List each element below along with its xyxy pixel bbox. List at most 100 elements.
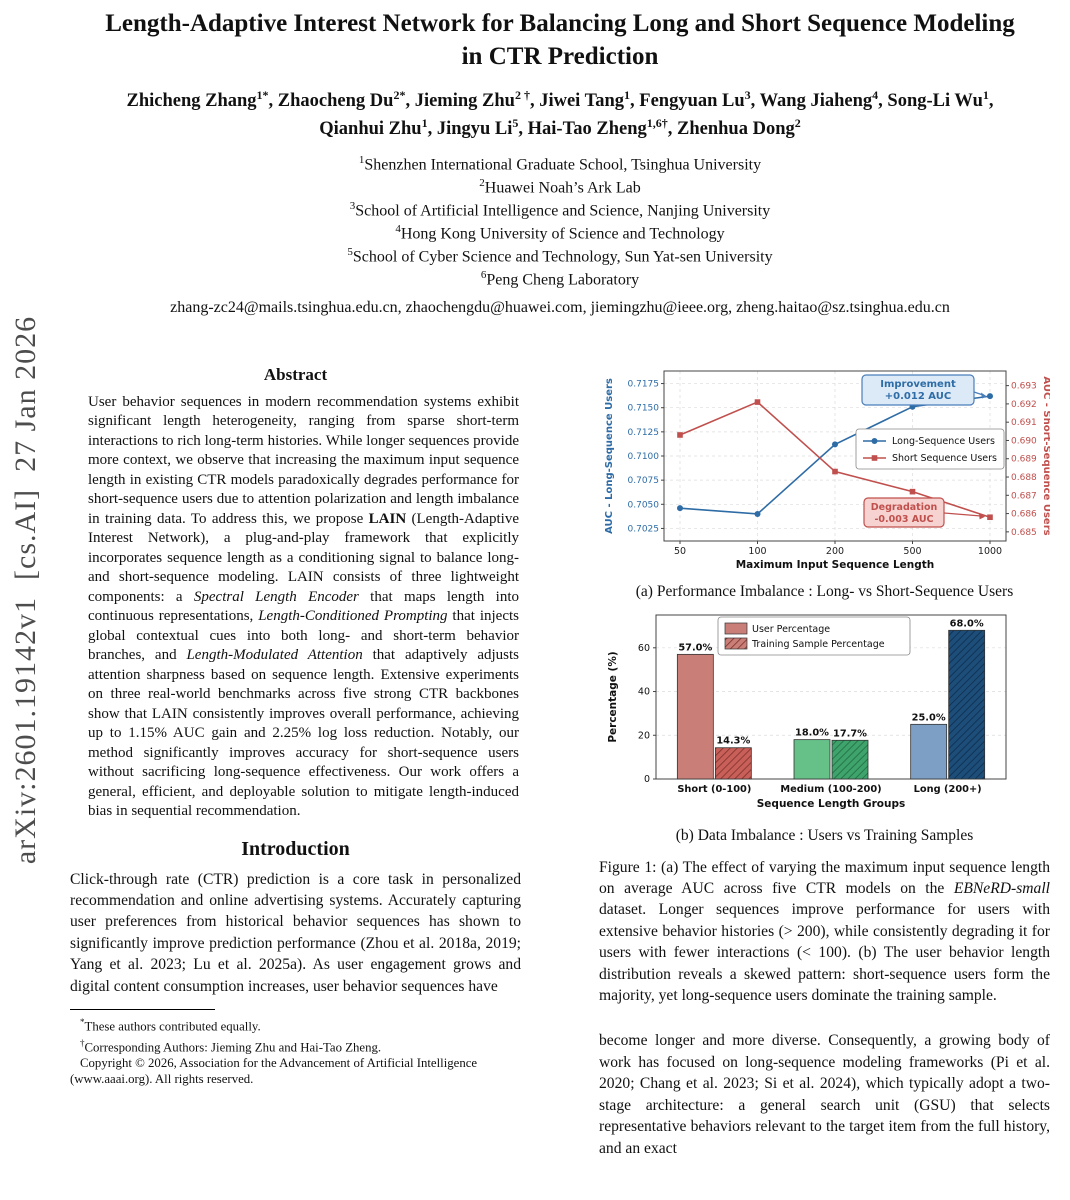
user-percentage-bar <box>676 653 714 780</box>
svg-text:0.7075: 0.7075 <box>627 476 659 486</box>
figure-1-caption: Figure 1: (a) The effect of varying the … <box>599 858 1050 1005</box>
affiliation-line: 1Shenzhen International Graduate School,… <box>358 154 762 174</box>
svg-text:20: 20 <box>637 730 649 741</box>
affiliation-line: 6Peng Cheng Laboratory <box>480 268 640 289</box>
author-name: Qianhui Zhu1 <box>319 116 428 140</box>
svg-text:Medium (100-200): Medium (100-200) <box>780 784 881 795</box>
left-column: Abstract User behavior sequences in mode… <box>70 365 521 1159</box>
affiliation-line: 5School of Cyber Science and Technology,… <box>347 245 773 266</box>
introduction-heading: Introduction <box>241 837 350 860</box>
svg-text:0.691: 0.691 <box>1011 418 1037 428</box>
svg-text:-0.003 AUC: -0.003 AUC <box>874 514 933 525</box>
svg-text:0.685: 0.685 <box>1011 527 1037 537</box>
emails-line: zhang-zc24@mails.tsinghua.edu.cn, zhaoch… <box>170 298 950 316</box>
figure-1b-caption: (b) Data Imbalance : Users vs Training S… <box>675 826 974 844</box>
svg-text:Short Sequence Users: Short Sequence Users <box>892 453 997 464</box>
affiliation-line: 4Hong Kong University of Science and Tec… <box>395 222 725 243</box>
svg-text:57.0%: 57.0% <box>678 642 712 653</box>
svg-text:0.7025: 0.7025 <box>627 524 659 534</box>
author-name: Zhenhua Dong2 <box>677 116 801 140</box>
svg-text:14.3%: 14.3% <box>716 735 750 746</box>
svg-text:1000: 1000 <box>977 546 1001 557</box>
author-name: Jieming Zhu2 † <box>414 88 530 112</box>
svg-text:0.689: 0.689 <box>1011 454 1037 464</box>
footnote-divider <box>70 1009 215 1011</box>
author-name: Hai-Tao Zheng1,6† <box>527 116 668 140</box>
body-paragraph: become longer and more diverse. Conseque… <box>599 1032 1050 1157</box>
improvement-annotation <box>860 374 975 406</box>
two-column-body: Abstract User behavior sequences in mode… <box>70 365 1050 1159</box>
training-sample-bar <box>831 739 868 780</box>
author-name: Jiwei Tang1 <box>539 88 631 112</box>
author-name: Fengyuan Lu3 <box>639 88 751 112</box>
affiliation-line: 3School of Artificial Intelligence and S… <box>349 199 771 220</box>
dagger-marker: † <box>80 1037 85 1048</box>
svg-text:0.7100: 0.7100 <box>627 452 659 462</box>
right-column: 0.7025 0.7050 0.7075 0.7100 0.7125 0.7150 0.71… <box>599 365 1050 1159</box>
svg-text:100: 100 <box>748 546 766 557</box>
svg-text:50: 50 <box>673 546 685 557</box>
introduction-paragraph: Click-through rate (CTR) prediction is a… <box>70 870 521 995</box>
footnote-equal-contribution: *These authors contributed equally. <box>80 1017 261 1034</box>
author-name: Wang Jiaheng4 <box>759 88 879 112</box>
training-sample-bar <box>714 746 752 780</box>
footnotes-block: *These authors contributed equally. †Cor… <box>70 1014 521 1087</box>
author-name: Zhaocheng Du2* <box>277 88 406 112</box>
degradation-annotation <box>862 497 945 528</box>
figure-1b-bar-chart: 0 20 40 60 Short (0-100) 57.0% 14.3% Medium (10… <box>607 614 1006 810</box>
svg-text:68.0%: 68.0% <box>949 618 983 629</box>
svg-text:0: 0 <box>643 774 649 785</box>
abstract-heading: Abstract <box>263 364 328 384</box>
footnote-corresponding: †Corresponding Authors: Jieming Zhu and … <box>80 1037 382 1054</box>
footnote-copyright: Copyright © 2026, Association for the Ad… <box>70 1056 478 1087</box>
svg-text:0.686: 0.686 <box>1011 509 1037 519</box>
figure-1a: 0.7025 0.7050 0.7075 0.7100 0.7125 0.7150 0.71… <box>599 365 1050 580</box>
svg-text:0.690: 0.690 <box>1011 436 1037 446</box>
svg-text:0.7175: 0.7175 <box>627 379 659 389</box>
abstract-text: User behavior sequences in modern recomm… <box>88 393 519 820</box>
svg-text:200: 200 <box>825 546 843 557</box>
svg-text:500: 500 <box>903 546 921 557</box>
svg-text:17.7%: 17.7% <box>833 728 867 739</box>
svg-text:Degradation: Degradation <box>870 502 937 513</box>
user-percentage-bar <box>909 723 947 780</box>
line-chart-legend <box>855 428 1004 470</box>
svg-text:18.0%: 18.0% <box>795 727 829 738</box>
svg-text:Long (200+): Long (200+) <box>913 784 981 795</box>
x-axis-label: Maximum Input Sequence Length <box>735 559 934 571</box>
svg-text:+0.012 AUC: +0.012 AUC <box>884 391 950 402</box>
training-sample-bar <box>947 629 985 780</box>
svg-text:Training Sample Percentage: Training Sample Percentage <box>751 639 885 650</box>
svg-text:0.687: 0.687 <box>1011 491 1037 501</box>
affiliation-line: 2Huawei Noah’s Ark Lab <box>479 177 641 197</box>
arxiv-watermark: arXiv:2601.19142v1 [cs.AI] 27 Jan 2026 <box>9 315 42 865</box>
right-y-axis-label: AUC - Short-Sequence Users <box>1041 376 1050 535</box>
svg-text:Improvement: Improvement <box>880 379 956 390</box>
svg-text:Short (0-100): Short (0-100) <box>677 784 751 795</box>
figure-1a-line-chart: 0.7025 0.7050 0.7075 0.7100 0.7125 0.7150 0.71… <box>604 370 1050 571</box>
figure-1a-caption: (a) Performance Imbalance : Long- vs Sho… <box>635 582 1014 600</box>
x-axis-label: Sequence Length Groups <box>756 798 904 810</box>
bar-chart-legend <box>717 616 910 656</box>
asterisk-marker: * <box>80 1017 85 1028</box>
svg-text:40: 40 <box>637 686 649 697</box>
svg-text:0.693: 0.693 <box>1011 381 1037 391</box>
svg-text:0.692: 0.692 <box>1011 400 1037 410</box>
author-list: Zhicheng Zhang1*, Zhaocheng Du2*, Jiemin… <box>126 88 994 140</box>
author-name: Song-Li Wu1 <box>887 88 989 112</box>
author-name: Zhicheng Zhang1* <box>126 88 269 112</box>
svg-text:25.0%: 25.0% <box>911 712 945 723</box>
user-percentage-bar <box>793 738 830 780</box>
svg-text:User Percentage: User Percentage <box>752 624 830 635</box>
svg-text:0.688: 0.688 <box>1011 473 1037 483</box>
y-axis-label: Percentage (%) <box>607 651 619 742</box>
paper-title: Length-Adaptive Interest Network for Bal… <box>105 10 1015 70</box>
affiliation-list: 1Shenzhen International Graduate School,… <box>70 153 1050 291</box>
svg-text:60: 60 <box>637 642 649 653</box>
figure-1b: 0 20 40 60 Short (0-100) 57.0% 14.3% Medium (10… <box>599 609 1050 824</box>
svg-text:0.7125: 0.7125 <box>627 427 659 437</box>
svg-text:0.7050: 0.7050 <box>627 500 659 510</box>
author-name: Jingyu Li5 <box>436 116 519 140</box>
svg-text:0.7150: 0.7150 <box>627 403 659 413</box>
paper-page: Length-Adaptive Interest Network for Bal… <box>70 6 1050 1159</box>
